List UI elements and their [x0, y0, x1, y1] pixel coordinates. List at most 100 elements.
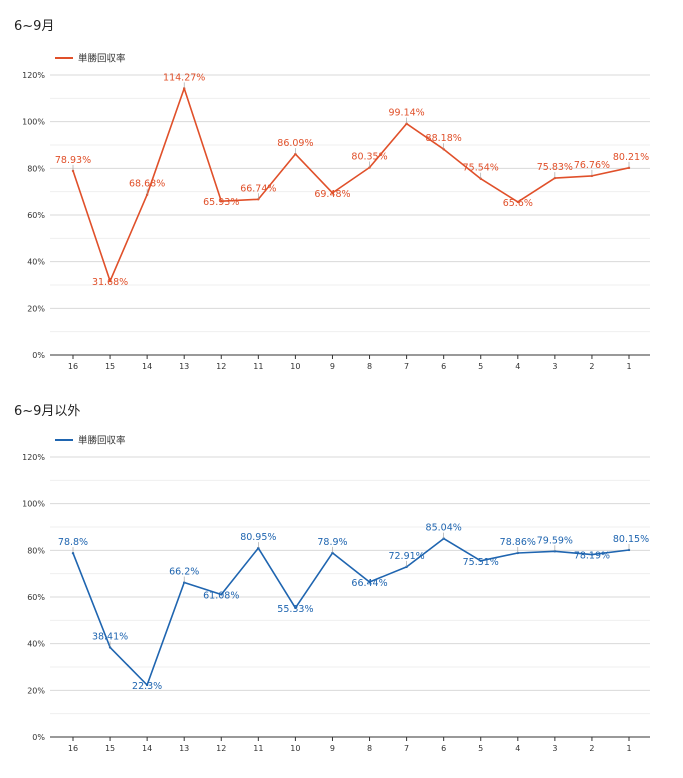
legend-label: 単勝回収率 — [78, 53, 126, 65]
data-label: 68.68% — [129, 179, 165, 190]
chart-june-september: 6~9月 0% 20% 40% 60% 80% 100% 120% 16 15 14 13 12 11 1… — [14, 19, 650, 371]
y-tick-label: 40% — [27, 258, 45, 267]
x-tick-label: 11 — [253, 744, 263, 753]
x-tick-label: 11 — [253, 362, 263, 371]
data-point — [220, 593, 223, 596]
y-tick-label: 120% — [22, 453, 45, 462]
data-label: 86.09% — [277, 138, 313, 149]
y-tick-label: 20% — [27, 686, 45, 695]
data-point — [368, 580, 371, 584]
data-point — [516, 551, 519, 555]
data-label: 78.19% — [574, 551, 610, 562]
x-tick-label: 10 — [290, 744, 300, 753]
chart-outside-june-september: 6~9月以外 0% 20% 40% 60% 80% 100% 120% 16 15 14 13 12 1… — [0, 390, 683, 778]
x-tick-label: 15 — [105, 362, 115, 371]
data-label: 78.86% — [500, 537, 536, 548]
data-point — [183, 581, 186, 584]
data-label: 85.04% — [426, 523, 462, 534]
data-label: 65.93% — [203, 197, 239, 208]
y-tick-label: 80% — [27, 164, 45, 173]
x-tick-label: 9 — [330, 744, 335, 753]
legend-label: 単勝回収率 — [78, 435, 126, 447]
x-tick-label: 15 — [105, 744, 115, 753]
x-tick-label: 8 — [367, 362, 372, 371]
series-line — [72, 537, 630, 686]
chart-title: 6~9月以外 — [14, 404, 81, 419]
y-tick-label: 0% — [32, 733, 45, 742]
data-label: 65.6% — [503, 198, 533, 209]
data-point — [405, 122, 408, 125]
x-tick-label: 10 — [290, 362, 300, 371]
data-label: 75.54% — [463, 163, 499, 174]
data-point — [331, 191, 334, 195]
x-tick-label: 5 — [478, 744, 483, 753]
data-label: 66.44% — [351, 578, 387, 589]
y-tick-label: 100% — [22, 118, 45, 127]
data-label: 31.68% — [92, 277, 128, 288]
x-tick-label: 1 — [626, 744, 631, 753]
y-tick-label: 80% — [27, 546, 45, 555]
data-point — [257, 546, 260, 550]
x-tick-label: 6 — [441, 362, 446, 371]
x-tick-label: 5 — [478, 362, 483, 371]
x-tick-label: 3 — [552, 744, 557, 753]
data-point — [442, 537, 445, 540]
data-point — [145, 683, 149, 687]
x-tick-label: 14 — [142, 744, 152, 753]
y-tick-label: 40% — [27, 640, 45, 649]
x-tick-label: 1 — [626, 362, 631, 371]
x-tick-label: 14 — [142, 362, 152, 371]
data-label: 38.41% — [92, 631, 128, 642]
data-label: 78.9% — [317, 537, 347, 548]
line-chart-outside-june-september: 0%20%40%60%80%100%120%16 15 14 13 12 11 10 9 8 7 6… — [22, 435, 650, 753]
y-tick-label: 60% — [27, 593, 45, 602]
data-point — [516, 200, 519, 204]
data-point — [220, 199, 223, 203]
data-label: 80.35% — [351, 152, 387, 163]
x-tick-label: 7 — [404, 744, 409, 753]
x-tick-label: 16 — [68, 362, 78, 371]
data-label: 78.8% — [58, 537, 88, 548]
y-tick-label: 100% — [22, 500, 45, 509]
data-label: 61.08% — [203, 590, 239, 601]
data-label: 66.2% — [169, 567, 199, 578]
data-label: 75.51% — [463, 557, 499, 568]
x-tick-label: 6 — [441, 744, 446, 753]
x-tick-label: 12 — [216, 744, 226, 753]
data-point — [479, 559, 482, 563]
data-point — [590, 553, 594, 556]
data-label: 80.15% — [613, 534, 649, 545]
data-label: 78.93% — [55, 155, 91, 166]
y-tick-label: 20% — [27, 304, 45, 313]
x-tick-label: 4 — [515, 362, 520, 371]
x-tick-label: 8 — [367, 744, 372, 753]
x-tick-label: 13 — [179, 744, 189, 753]
data-label: 88.18% — [426, 133, 462, 144]
data-label: 80.95% — [240, 532, 276, 543]
y-tick-label: 0% — [32, 351, 45, 360]
x-tick-label: 9 — [330, 362, 335, 371]
x-tick-label: 3 — [552, 362, 557, 371]
data-label: 55.33% — [277, 604, 313, 615]
x-tick-label: 7 — [404, 362, 409, 371]
data-label: 80.21% — [613, 152, 649, 163]
data-point — [183, 87, 186, 90]
y-tick-label: 120% — [22, 71, 45, 80]
x-tick-label: 12 — [216, 362, 226, 371]
line-chart-june-september: 0%20%40%60%80%100%120%16 15 14 13 12 11 10 9 8 7 6… — [22, 53, 650, 371]
data-label: 79.59% — [537, 535, 573, 546]
data-point — [331, 551, 334, 555]
x-tick-label: 2 — [589, 744, 594, 753]
data-label: 76.76% — [574, 160, 610, 171]
data-label: 75.83% — [537, 162, 573, 173]
chart-title: 6~9月 — [14, 19, 55, 34]
y-tick-label: 60% — [27, 211, 45, 220]
data-label: 69.48% — [314, 189, 350, 200]
data-label: 22.3% — [132, 681, 162, 692]
data-label: 114.27% — [163, 72, 205, 83]
data-label: 72.91% — [388, 551, 424, 562]
data-point — [294, 606, 297, 610]
x-tick-label: 16 — [68, 744, 78, 753]
x-tick-label: 4 — [515, 744, 520, 753]
series-line — [72, 87, 630, 282]
